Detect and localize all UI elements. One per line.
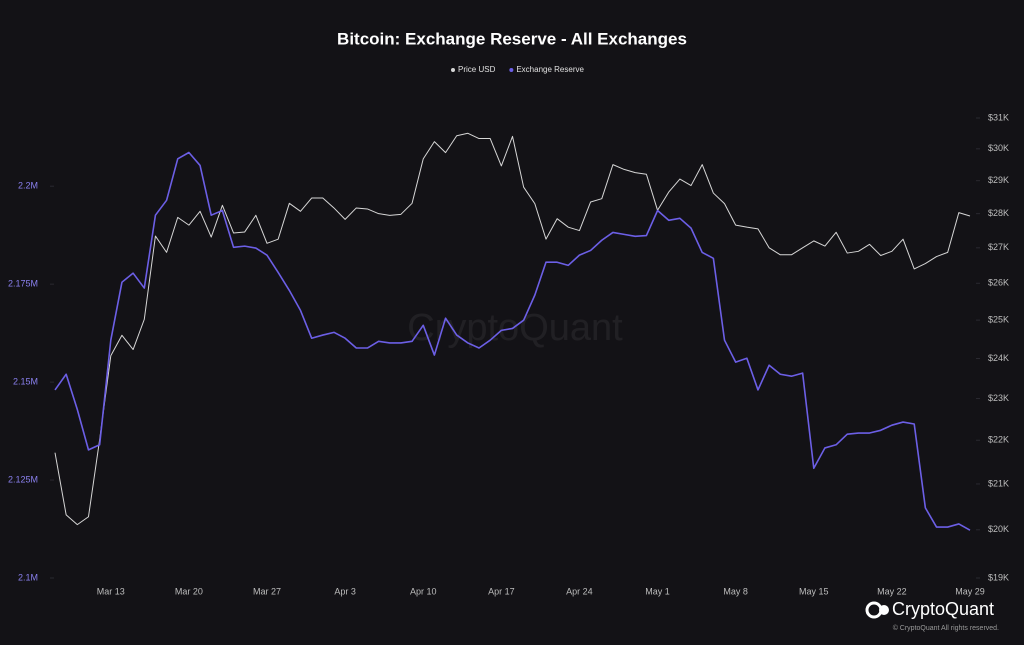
x-tick-label: Mar 20 — [175, 586, 203, 596]
y2-tick-label: $22K — [988, 435, 1009, 445]
y2-tick-label: $29K — [988, 175, 1009, 185]
x-tick-label: Apr 24 — [566, 586, 593, 596]
x-tick-label: May 22 — [877, 586, 907, 596]
legend-label: Price USD — [458, 65, 496, 74]
y2-tick-label: $23K — [988, 393, 1009, 403]
y-tick-label: 2.15M — [13, 376, 38, 386]
watermark: CryptoQuant — [407, 307, 623, 349]
x-tick-label: Apr 10 — [410, 586, 437, 596]
series-line — [54, 151, 971, 531]
y2-tick-label: $30K — [988, 143, 1009, 153]
y2-tick-label: $26K — [988, 278, 1009, 288]
y-tick-label: 2.125M — [8, 474, 38, 484]
x-tick-label: Mar 27 — [253, 586, 281, 596]
y2-tick-label: $31K — [988, 112, 1009, 122]
x-tick-label: Apr 3 — [334, 586, 356, 596]
y2-tick-label: $24K — [988, 353, 1009, 363]
x-tick-label: May 15 — [799, 586, 829, 596]
y2-tick-label: $19K — [988, 572, 1009, 582]
y-tick-label: 2.2M — [18, 181, 38, 191]
x-tick-label: May 29 — [955, 586, 985, 596]
logo — [865, 601, 889, 619]
y-tick-label: 2.175M — [8, 279, 38, 289]
chart-title: Bitcoin: Exchange Reserve - All Exchange… — [337, 29, 687, 48]
y2-tick-label: $25K — [988, 315, 1009, 325]
logo-dot — [879, 605, 889, 615]
x-tick-label: May 8 — [723, 586, 748, 596]
x-tick-label: Apr 17 — [488, 586, 515, 596]
y-tick-label: 2.1M — [18, 572, 38, 582]
series-line — [54, 132, 971, 526]
y2-tick-label: $28K — [988, 208, 1009, 218]
x-tick-label: Mar 13 — [97, 586, 125, 596]
brand: CryptoQuant — [892, 599, 994, 619]
y2-tick-label: $21K — [988, 478, 1009, 488]
legend-label: Exchange Reserve — [516, 65, 584, 74]
legend-swatch — [509, 68, 514, 72]
copyright: © CryptoQuant All rights reserved. — [893, 624, 999, 632]
x-tick-label: May 1 — [645, 586, 670, 596]
y2-tick-label: $20K — [988, 524, 1009, 534]
y2-tick-label: $27K — [988, 242, 1009, 252]
legend-swatch — [451, 68, 455, 72]
